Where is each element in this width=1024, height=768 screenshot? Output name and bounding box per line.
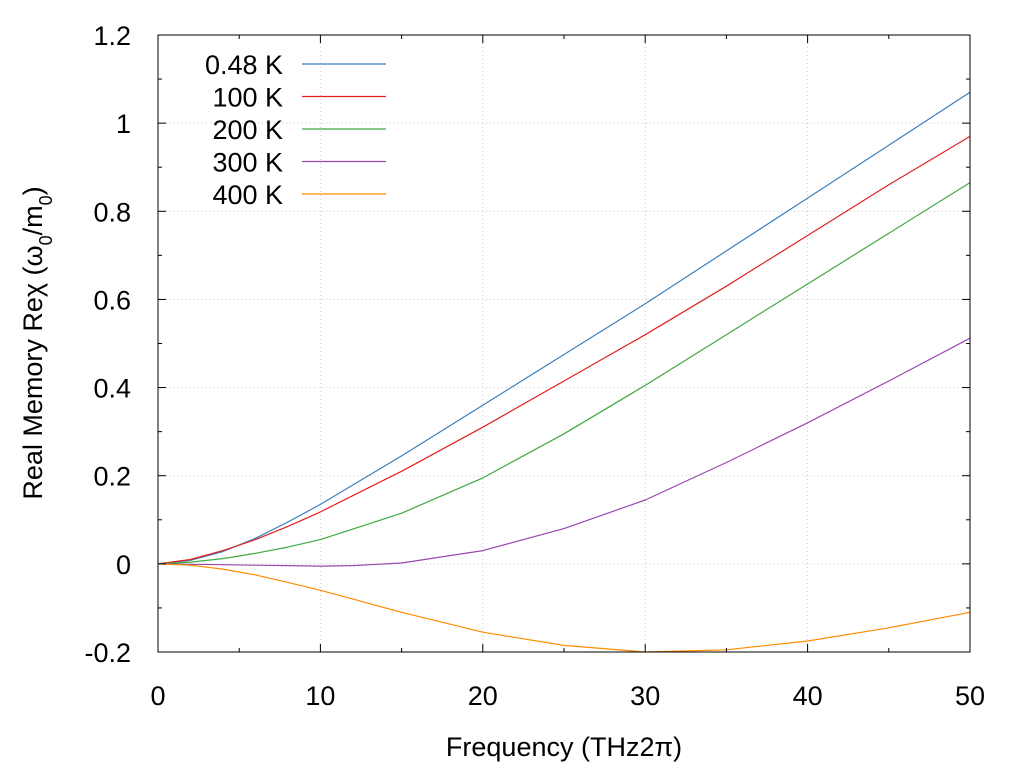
y-axis-label-mid: /m — [18, 205, 48, 235]
series-group — [157, 91, 971, 653]
series-line-2 — [157, 135, 971, 565]
ticks — [157, 34, 971, 653]
y-tick-label: 1.2 — [93, 21, 131, 51]
y-axis-label: Real Memory Reχ (ω0/m0) — [18, 186, 56, 499]
legend-label: 100 K — [212, 83, 283, 113]
legend-label: 0.48 K — [205, 50, 283, 80]
series-line-5 — [157, 563, 971, 653]
y-tick-label: 0.2 — [93, 462, 131, 492]
y-tick-label: 0.4 — [93, 374, 131, 404]
legend-label: 200 K — [212, 115, 283, 145]
x-tick-label: 50 — [955, 681, 985, 711]
x-tick-label: 30 — [630, 681, 660, 711]
y-tick-label: 0.6 — [93, 285, 131, 315]
y-axis-label-sub-2: 0 — [36, 195, 56, 205]
legend-label: 300 K — [212, 148, 283, 178]
grid — [158, 35, 970, 652]
x-tick-label: 10 — [305, 681, 335, 711]
x-tick-label: 0 — [150, 681, 165, 711]
y-axis-label-end: ) — [18, 186, 48, 195]
y-axis-label-sub-1: 0 — [36, 235, 56, 245]
y-tick-label: 0.8 — [93, 197, 131, 227]
y-tick-label: 1 — [116, 109, 131, 139]
series-line-3 — [157, 182, 971, 565]
x-tick-label: 40 — [793, 681, 823, 711]
series-line-4 — [157, 337, 971, 567]
legend-label: 400 K — [212, 180, 283, 210]
x-tick-label: 20 — [468, 681, 498, 711]
tick-labels: 0 10 20 30 40 50 -0.2 0 0.2 0.4 0.6 0.8 1 1.2 — [84, 21, 985, 711]
y-axis-label-main: Real Memory Reχ (ω — [18, 245, 48, 499]
x-axis-label: Frequency (THz2π) — [446, 732, 682, 762]
y-tick-label: 0 — [116, 550, 131, 580]
y-tick-label: -0.2 — [84, 638, 131, 668]
